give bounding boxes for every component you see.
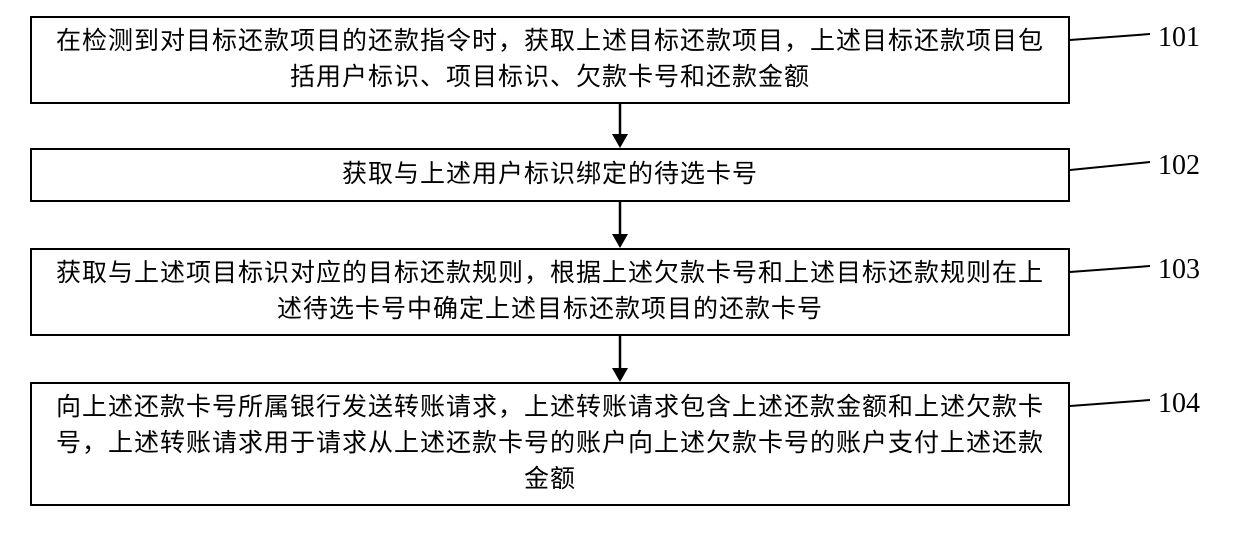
flow-step-104-text: 向上述还款卡号所属银行发送转账请求，上述转账请求包含上述还款金额和上述欠款卡号，… <box>52 390 1048 499</box>
flow-step-104-label: 104 <box>1158 388 1200 420</box>
arrow-101-102 <box>608 104 632 148</box>
arrow-102-103 <box>608 202 632 248</box>
flow-step-102: 获取与上述用户标识绑定的待选卡号 <box>30 148 1070 202</box>
flow-step-102-text: 获取与上述用户标识绑定的待选卡号 <box>342 157 758 193</box>
leader-line-103 <box>1068 252 1154 282</box>
arrow-103-104 <box>608 336 632 382</box>
leader-line-104 <box>1068 386 1154 416</box>
leader-line-102 <box>1068 150 1154 180</box>
leader-line-101 <box>1068 20 1154 50</box>
flow-step-103-text: 获取与上述项目标识对应的目标还款规则，根据上述欠款卡号和上述目标还款规则在上述待… <box>52 256 1048 329</box>
flow-step-104: 向上述还款卡号所属银行发送转账请求，上述转账请求包含上述还款金额和上述欠款卡号，… <box>30 382 1070 506</box>
flow-step-102-label: 102 <box>1158 150 1200 182</box>
flow-step-103-label: 103 <box>1158 254 1200 286</box>
flow-step-101: 在检测到对目标还款项目的还款指令时，获取上述目标还款项目，上述目标还款项目包括用… <box>30 16 1070 104</box>
flow-step-103: 获取与上述项目标识对应的目标还款规则，根据上述欠款卡号和上述目标还款规则在上述待… <box>30 248 1070 336</box>
flow-step-101-label: 101 <box>1158 22 1200 54</box>
flow-step-101-text: 在检测到对目标还款项目的还款指令时，获取上述目标还款项目，上述目标还款项目包括用… <box>52 24 1048 97</box>
